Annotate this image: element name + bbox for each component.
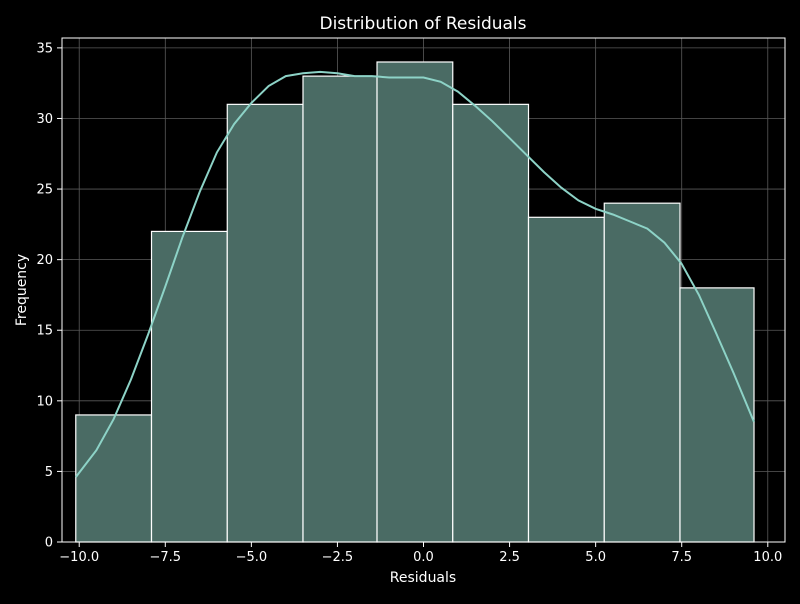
y-axis-ticks: 0 5 10 15 20 25 30 35 <box>36 41 62 551</box>
histogram-bar <box>75 414 153 543</box>
histogram-bars <box>75 61 755 543</box>
y-tick-label: 0 <box>45 536 53 551</box>
histogram-bar <box>226 103 304 543</box>
x-tick-label: 7.5 <box>671 550 692 565</box>
kde-curve <box>75 70 755 478</box>
x-tick-label: 10.0 <box>753 550 782 565</box>
y-axis-label: Frequency <box>14 254 30 326</box>
histogram-bar <box>150 230 228 543</box>
histogram-bar <box>302 75 378 543</box>
x-tick-label: 5.0 <box>585 550 606 565</box>
y-tick-label: 25 <box>36 183 53 198</box>
y-tick-label: 35 <box>36 41 53 56</box>
histogram-bar <box>679 287 755 543</box>
x-axis-label: Residuals <box>390 570 456 586</box>
x-tick-label: −10.0 <box>59 550 99 565</box>
x-tick-label: −5.0 <box>236 550 268 565</box>
y-tick-label: 30 <box>36 112 53 127</box>
histogram-bar <box>452 103 530 543</box>
histogram-bar <box>376 61 454 543</box>
x-tick-label: −7.5 <box>149 550 181 565</box>
chart-title: Distribution of Residuals <box>319 14 526 34</box>
x-tick-label: 2.5 <box>499 550 520 565</box>
y-tick-label: 10 <box>36 394 53 409</box>
y-tick-label: 20 <box>36 253 53 268</box>
x-tick-label: −2.5 <box>322 550 354 565</box>
y-tick-label: 5 <box>45 465 53 480</box>
y-tick-label: 15 <box>36 324 53 339</box>
histogram-bar <box>527 216 605 543</box>
histogram-bar <box>603 202 681 543</box>
x-axis-ticks: −10.0 −7.5 −5.0 −2.5 0.0 2.5 5.0 7.5 10.0 <box>59 542 782 565</box>
x-tick-label: 0.0 <box>413 550 434 565</box>
